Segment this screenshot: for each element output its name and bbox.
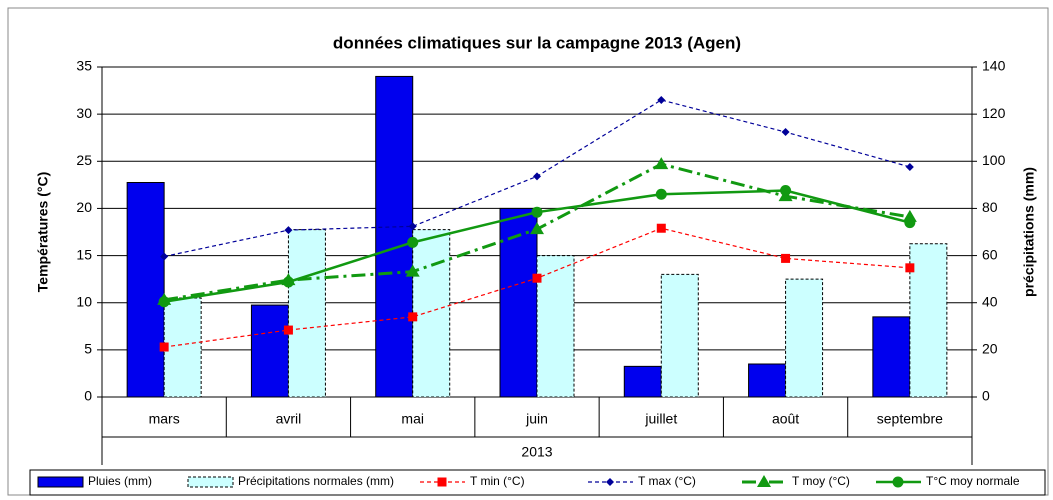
y-tick-label: 5 bbox=[84, 341, 92, 357]
marker bbox=[656, 223, 666, 233]
chart-title: données climatiques sur la campagne 2013… bbox=[333, 33, 741, 52]
x-tick-label: mars bbox=[149, 411, 180, 427]
y2-axis-title: précipitations (mm) bbox=[1021, 167, 1037, 297]
y2-tick-label: 100 bbox=[982, 152, 1006, 168]
bar bbox=[536, 255, 575, 398]
marker bbox=[533, 172, 541, 181]
marker bbox=[437, 477, 447, 487]
legend-label: T min (°C) bbox=[470, 474, 525, 488]
bar bbox=[163, 297, 202, 398]
marker bbox=[158, 296, 170, 308]
marker bbox=[657, 96, 666, 104]
marker bbox=[532, 273, 542, 283]
bar bbox=[287, 229, 326, 398]
bar bbox=[412, 229, 451, 398]
y2-tick-label: 80 bbox=[982, 199, 998, 215]
marker bbox=[654, 157, 669, 170]
bar bbox=[785, 278, 824, 398]
y2-tick-label: 40 bbox=[982, 293, 998, 309]
legend-swatch bbox=[187, 476, 234, 488]
bar bbox=[250, 304, 289, 398]
y-tick-label: 35 bbox=[76, 58, 92, 74]
marker bbox=[283, 325, 293, 335]
y-tick-label: 15 bbox=[76, 246, 92, 262]
legend-label: T max (°C) bbox=[638, 474, 696, 488]
x-tick-label: septembre bbox=[877, 411, 943, 427]
marker bbox=[780, 185, 792, 197]
marker bbox=[757, 475, 771, 487]
bar bbox=[623, 365, 662, 398]
marker bbox=[159, 342, 169, 352]
y-tick-label: 25 bbox=[76, 152, 92, 168]
x-tick-label: août bbox=[772, 411, 799, 427]
y2-tick-label: 60 bbox=[982, 246, 998, 262]
marker bbox=[284, 226, 293, 235]
legend-label: T moy (°C) bbox=[792, 474, 850, 488]
marker bbox=[781, 128, 790, 137]
bar bbox=[375, 75, 414, 398]
y2-tick-label: 140 bbox=[982, 58, 1006, 74]
bar bbox=[909, 243, 948, 398]
x-tick-label: juin bbox=[525, 411, 548, 427]
x-tick-label: avril bbox=[276, 411, 302, 427]
legend-swatch bbox=[37, 476, 84, 488]
marker bbox=[655, 188, 667, 200]
y-axis-title: Températures (°C) bbox=[35, 172, 51, 292]
y2-tick-label: 0 bbox=[982, 388, 990, 404]
bar bbox=[499, 207, 538, 398]
marker bbox=[160, 252, 169, 261]
legend-label: Pluies (mm) bbox=[88, 474, 152, 488]
marker bbox=[530, 222, 544, 235]
marker bbox=[531, 206, 543, 218]
marker bbox=[905, 162, 914, 171]
y-tick-label: 30 bbox=[76, 105, 92, 121]
marker bbox=[905, 263, 915, 273]
y-tick-label: 10 bbox=[76, 293, 92, 309]
y-tick-label: 20 bbox=[76, 199, 92, 215]
marker bbox=[408, 312, 418, 322]
legend-label: T°C moy normale bbox=[926, 474, 1020, 488]
y2-tick-label: 120 bbox=[982, 105, 1006, 121]
bar bbox=[126, 182, 165, 398]
marker bbox=[405, 264, 420, 277]
legend-label: Précipitations normales (mm) bbox=[238, 474, 394, 488]
x-tick-label: mai bbox=[401, 411, 424, 427]
bar bbox=[748, 363, 787, 398]
x-group-label: 2013 bbox=[521, 444, 552, 460]
bar bbox=[872, 316, 911, 398]
marker bbox=[282, 276, 294, 288]
marker bbox=[606, 478, 614, 486]
marker bbox=[408, 222, 417, 231]
y2-tick-label: 20 bbox=[982, 341, 998, 357]
y-tick-label: 0 bbox=[84, 388, 92, 404]
marker bbox=[892, 476, 904, 488]
x-tick-label: juillet bbox=[644, 411, 677, 427]
marker bbox=[407, 236, 419, 248]
marker bbox=[781, 253, 791, 263]
marker bbox=[904, 217, 916, 229]
bar bbox=[660, 273, 699, 398]
